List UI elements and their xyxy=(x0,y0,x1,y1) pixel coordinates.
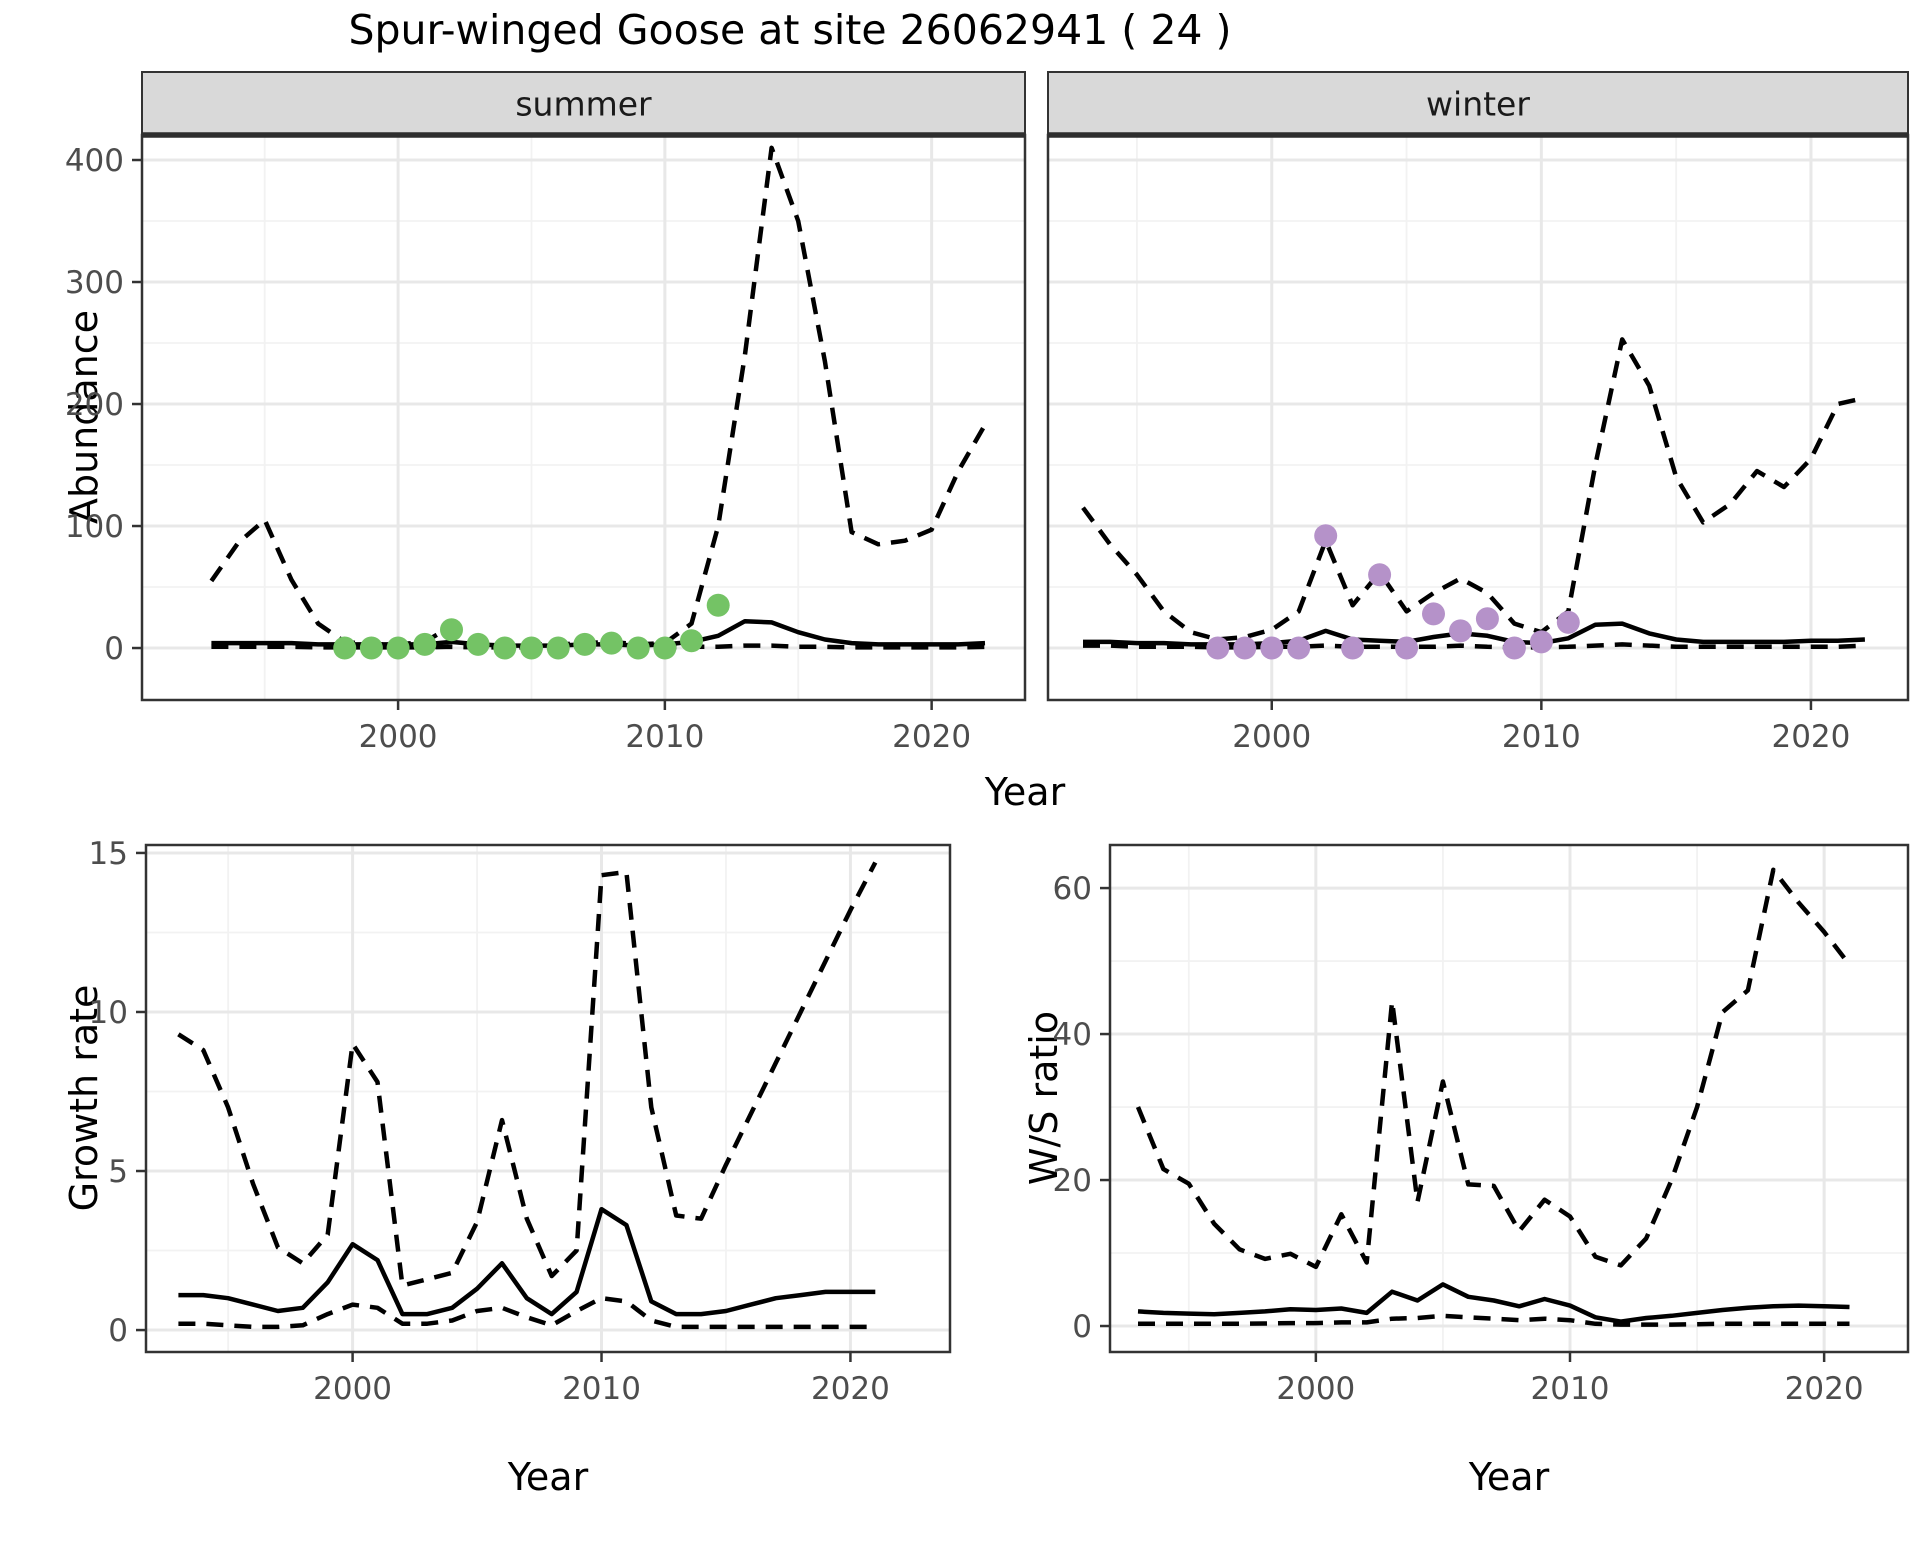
observed-point xyxy=(1260,636,1284,660)
series-upper_ci xyxy=(1081,337,1866,642)
facet-strip xyxy=(141,71,1026,136)
gridlines xyxy=(142,135,1025,700)
x-tick-label: 2020 xyxy=(811,1371,890,1407)
observed-point xyxy=(573,632,597,656)
observed-point xyxy=(1314,524,1338,548)
y-tick-label: 300 xyxy=(65,265,124,301)
observed-point xyxy=(1556,610,1580,634)
observed-point xyxy=(1475,607,1499,631)
series-upper_ci xyxy=(177,861,878,1288)
observed-point xyxy=(1422,602,1445,626)
observed-point xyxy=(1368,563,1392,587)
x-axis-title-year-ws: Year xyxy=(1468,1455,1550,1499)
y-tick-label: 10 xyxy=(89,995,128,1031)
observed-point xyxy=(1206,636,1230,660)
series-upper_ci xyxy=(1135,867,1852,1270)
observed-point xyxy=(440,618,463,642)
observed-point xyxy=(1287,636,1311,660)
x-tick-label: 2020 xyxy=(892,719,971,755)
panel-border xyxy=(144,843,952,1354)
points-observed-counts-winter xyxy=(1206,524,1580,660)
panel-growth-rate: 2000 2010 2020 0 5 10 15 xyxy=(89,836,952,1407)
panel-border xyxy=(1108,843,1910,1354)
observed-point xyxy=(359,636,383,660)
observed-point xyxy=(653,636,677,660)
observed-point xyxy=(706,593,730,617)
observed-point xyxy=(1341,636,1365,660)
panel-ws-ratio: 2000 2010 2020 0 20 40 60 xyxy=(1053,843,1910,1407)
observed-point xyxy=(333,636,357,660)
gridlines xyxy=(1110,845,1908,1352)
x-tick-label: 2000 xyxy=(359,719,438,755)
observed-point xyxy=(1449,619,1472,643)
x-tick-label: 2010 xyxy=(625,719,704,755)
panel-abundance-winter: winter 2000 2010 2020 xyxy=(1046,71,1910,755)
observed-point xyxy=(520,636,543,660)
observed-point xyxy=(626,636,650,660)
x-tick-label: 2010 xyxy=(1502,719,1581,755)
y-tick-label: 0 xyxy=(1072,1309,1092,1345)
x-axis-title-year-top: Year xyxy=(984,770,1066,814)
observed-point xyxy=(1233,636,1257,660)
series-estimate xyxy=(178,1206,876,1317)
panel-background xyxy=(146,845,950,1352)
observed-point xyxy=(680,629,703,653)
x-tick-label: 2000 xyxy=(1276,1371,1355,1407)
panel-abundance-summer: summer 2000 2010 2020 0 100 200 300 400 xyxy=(65,71,1027,755)
panel-background xyxy=(1110,845,1908,1352)
facet-label: winter xyxy=(1426,85,1530,124)
y-tick-label: 60 xyxy=(1053,871,1092,907)
x-tick-label: 2010 xyxy=(562,1371,641,1407)
observed-point xyxy=(600,631,623,655)
chart-title: Spur-winged Goose at site 26062941 ( 24 … xyxy=(348,6,1232,54)
x-axis-title-year-growth: Year xyxy=(507,1455,589,1499)
observed-point xyxy=(546,636,570,660)
x-tick-label: 2020 xyxy=(1771,719,1850,755)
observed-point xyxy=(493,636,517,660)
series-estimate xyxy=(1137,1282,1850,1324)
y-tick-label: 20 xyxy=(1053,1163,1092,1199)
y-tick-label: 0 xyxy=(104,631,124,667)
observed-point xyxy=(1395,636,1419,660)
observed-point xyxy=(386,636,410,660)
facet-label: summer xyxy=(515,85,652,124)
series-lower_ci xyxy=(1138,1313,1850,1327)
y-tick-label: 400 xyxy=(65,143,124,179)
x-tick-label: 2000 xyxy=(313,1371,392,1407)
panel-background xyxy=(1048,135,1908,700)
y-tick-label: 5 xyxy=(108,1154,128,1190)
y-tick-label: 15 xyxy=(89,836,128,872)
x-tick-label: 2000 xyxy=(1232,719,1311,755)
series-lower_ci xyxy=(1083,642,1865,650)
observed-point xyxy=(413,632,437,656)
gridlines xyxy=(146,845,950,1352)
y-tick-label: 200 xyxy=(65,387,124,423)
x-tick-label: 2020 xyxy=(1785,1371,1864,1407)
y-tick-label: 100 xyxy=(65,509,124,545)
points-observed-counts-summer xyxy=(333,593,730,660)
observed-point xyxy=(1502,636,1526,660)
x-tick-label: 2010 xyxy=(1531,1371,1610,1407)
series-lower_ci xyxy=(178,1295,876,1330)
y-tick-label: 40 xyxy=(1053,1017,1092,1053)
y-tick-label: 0 xyxy=(108,1313,128,1349)
observed-point xyxy=(1529,630,1553,654)
panel-background xyxy=(142,135,1025,700)
observed-point xyxy=(466,632,490,656)
